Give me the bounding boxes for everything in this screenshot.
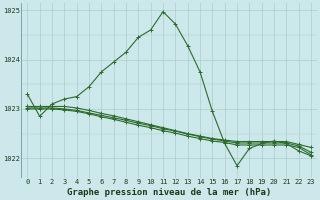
X-axis label: Graphe pression niveau de la mer (hPa): Graphe pression niveau de la mer (hPa)	[67, 188, 271, 197]
